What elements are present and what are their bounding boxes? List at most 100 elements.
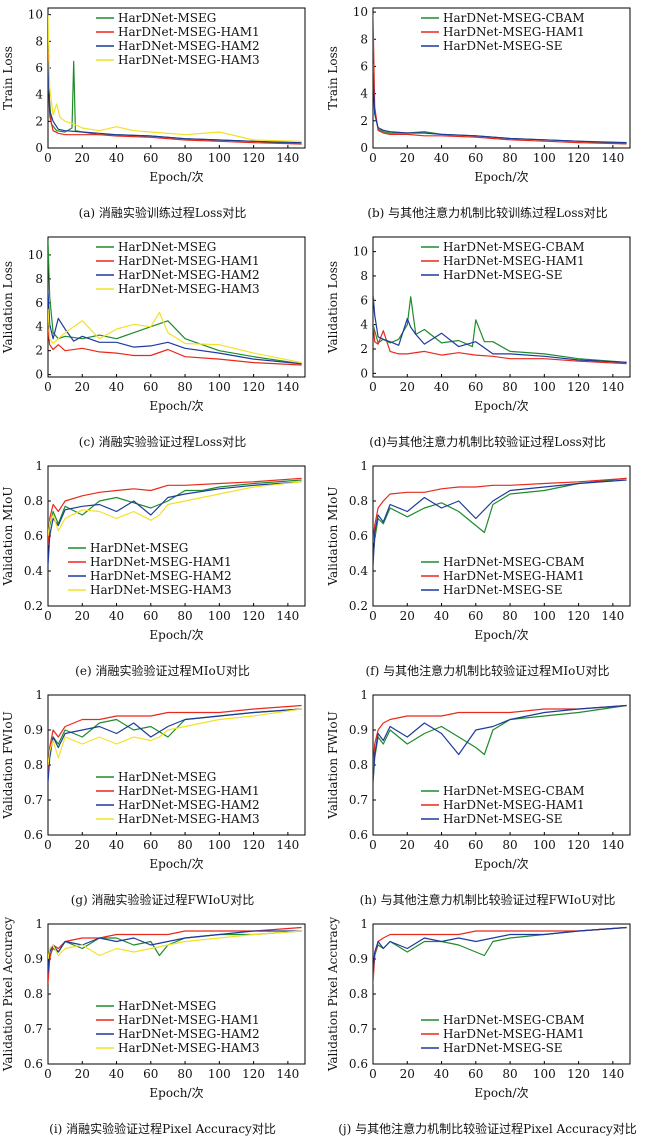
x-tick-label: 40 [109, 838, 124, 852]
series-line-HarDNet-MSEG-HAM1 [373, 704, 627, 769]
series-line-HarDNet-MSEG [48, 479, 302, 545]
series-line-HarDNet-MSEG-HAM3 [48, 708, 302, 766]
y-tick-label: 0 [360, 141, 368, 155]
legend-label: HarDNet-MSEG-CBAM [443, 1013, 585, 1027]
y-tick-label: 0.9 [24, 723, 43, 737]
y-tick-label: 0.8 [349, 987, 368, 1001]
x-tick-label: 40 [434, 838, 449, 852]
x-tick-label: 60 [143, 838, 158, 852]
x-tick-label: 100 [208, 838, 231, 852]
y-tick-label: 0 [35, 368, 43, 382]
x-tick-label: 20 [75, 380, 90, 394]
legend-label: HarDNet-MSEG-CBAM [443, 240, 585, 254]
x-tick-label: 60 [143, 151, 158, 165]
y-tick-label: 0.6 [24, 1057, 43, 1071]
y-tick-label: 0.9 [24, 952, 43, 966]
legend-label: HarDNet-MSEG-HAM3 [118, 1041, 260, 1055]
x-tick-label: 140 [276, 151, 299, 165]
x-axis-label: Epoch/次 [474, 170, 528, 184]
legend-label: HarDNet-MSEG [118, 999, 216, 1013]
y-tick-label: 0.8 [349, 494, 368, 508]
x-tick-label: 20 [400, 380, 415, 394]
x-tick-label: 140 [601, 380, 624, 394]
legend-label: HarDNet-MSEG-HAM1 [118, 1013, 260, 1027]
x-axis-label: Epoch/次 [474, 628, 528, 642]
x-tick-label: 80 [502, 380, 517, 394]
figure-caption: (a) 消融实验训练过程Loss对比 [78, 206, 247, 220]
x-axis-label: Epoch/次 [149, 1086, 203, 1100]
y-tick-label: 6 [35, 296, 43, 310]
x-tick-label: 120 [567, 1067, 590, 1081]
series-line-HarDNet-MSEG-CBAM [373, 63, 627, 145]
y-tick-label: 6 [35, 61, 43, 75]
chart-h: 0 20 40 60 80 100 120 140 0.6 0.7 0.8 0.9 1 Epoch/次 Va… [326, 688, 631, 871]
x-tick-label: 120 [567, 609, 590, 623]
x-axis-label: Epoch/次 [149, 857, 203, 871]
y-axis-label: Validation FWIoU [326, 711, 340, 819]
y-tick-label: 2 [35, 344, 43, 358]
x-tick-label: 0 [369, 380, 377, 394]
x-tick-label: 40 [434, 380, 449, 394]
legend-label: HarDNet-MSEG [90, 541, 188, 555]
x-tick-label: 80 [502, 151, 517, 165]
legend-label: HarDNet-MSEG-HAM1 [118, 254, 260, 268]
chart-panel-d: 0 20 40 60 80 100 120 140 0 2 4 6 8 10 Epoch/次 Validati… [325, 229, 650, 458]
x-tick-label: 80 [177, 838, 192, 852]
chart-panel-c: 0 20 40 60 80 100 120 140 0 2 4 6 8 10 Epoch/次 Validati… [0, 229, 325, 458]
x-tick-label: 120 [242, 151, 265, 165]
legend-label: HarDNet-MSEG-HAM3 [118, 812, 260, 826]
x-tick-label: 60 [468, 1067, 483, 1081]
x-tick-label: 0 [44, 1067, 52, 1081]
series-line-HarDNet-MSEG-HAM1 [48, 926, 302, 984]
legend-label: HarDNet-MSEG-CBAM [443, 784, 585, 798]
x-tick-label: 60 [468, 838, 483, 852]
figure-caption: (h) 与其他注意力机制比较验证过程FWIoU对比 [359, 893, 616, 907]
y-axis-label: Validation Pixel Accuracy [1, 917, 15, 1073]
x-axis-label: Epoch/次 [474, 1086, 528, 1100]
legend-label: HarDNet-MSEG-HAM1 [118, 784, 260, 798]
chart-g: 0 20 40 60 80 100 120 140 0.6 0.7 0.8 0.9 1 Epoch/次 Va… [1, 688, 306, 871]
x-axis-label: Epoch/次 [149, 399, 203, 413]
x-axis-label: Epoch/次 [474, 857, 528, 871]
y-tick-label: 0.6 [349, 1057, 368, 1071]
series-line-HarDNet-MSEG-HAM1 [373, 477, 627, 544]
legend-label: HarDNet-MSEG-HAM2 [118, 268, 260, 282]
y-tick-label: 8 [360, 269, 368, 283]
x-tick-label: 20 [75, 1067, 90, 1081]
y-tick-label: 4 [35, 320, 43, 334]
chart-panel-j: 0 20 40 60 80 100 120 140 0.6 0.7 0.8 0.9 1 Epoch/次 Va… [325, 916, 650, 1145]
x-tick-label: 140 [601, 609, 624, 623]
y-tick-label: 8 [35, 272, 43, 286]
y-tick-label: 1 [360, 688, 368, 702]
y-tick-label: 0.7 [349, 793, 368, 807]
chart-d: 0 20 40 60 80 100 120 140 0 2 4 6 8 10 Epoch/次 Validati… [326, 236, 631, 413]
x-tick-label: 140 [276, 838, 299, 852]
x-tick-label: 60 [143, 609, 158, 623]
x-tick-label: 20 [400, 1067, 415, 1081]
x-tick-label: 80 [502, 609, 517, 623]
x-tick-label: 100 [533, 609, 556, 623]
chart-i: 0 20 40 60 80 100 120 140 0.6 0.7 0.8 0.9 1 Epoch/次 Va… [1, 917, 306, 1100]
series-line-HarDNet-MSEG-SE [373, 926, 627, 974]
x-tick-label: 0 [369, 1067, 377, 1081]
x-tick-label: 100 [533, 838, 556, 852]
y-tick-label: 0.2 [24, 599, 43, 613]
x-tick-label: 120 [567, 380, 590, 394]
legend-label: HarDNet-MSEG-CBAM [443, 555, 585, 569]
y-tick-label: 4 [35, 88, 43, 102]
legend-label: HarDNet-MSEG [118, 240, 216, 254]
y-tick-label: 6 [360, 293, 368, 307]
legend-label: HarDNet-MSEG-SE [443, 1041, 563, 1055]
chart-f: 0 20 40 60 80 100 120 140 0.2 0.4 0.6 0.8 1 Epoch/次 Va… [326, 459, 631, 642]
x-tick-label: 20 [400, 838, 415, 852]
chart-panel-h: 0 20 40 60 80 100 120 140 0.6 0.7 0.8 0.9 1 Epoch/次 Va… [325, 687, 650, 916]
x-tick-label: 20 [400, 151, 415, 165]
plot-frame [372, 236, 631, 378]
y-tick-label: 6 [360, 59, 368, 73]
x-tick-label: 40 [109, 151, 124, 165]
y-tick-label: 2 [360, 342, 368, 356]
y-tick-label: 0.8 [24, 758, 43, 772]
series-line-HarDNet-MSEG-CBAM [373, 704, 627, 783]
y-tick-label: 0.6 [349, 828, 368, 842]
